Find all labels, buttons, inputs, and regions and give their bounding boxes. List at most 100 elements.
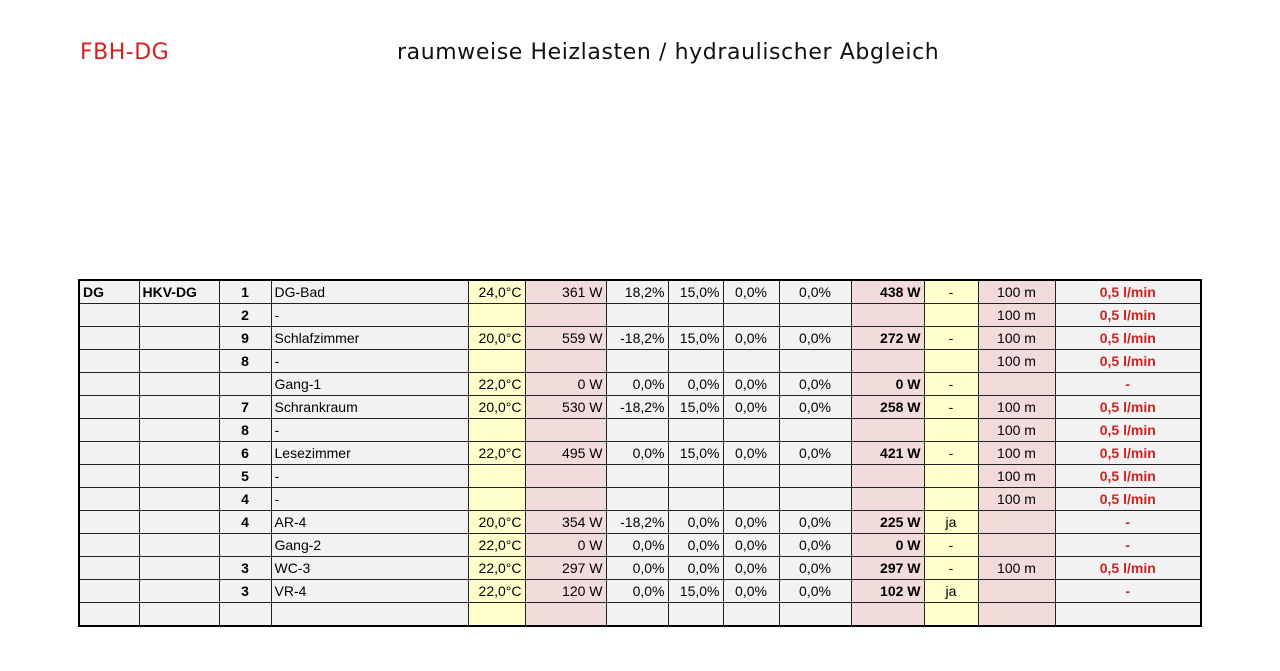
flag-cell: - bbox=[923, 556, 979, 580]
circuit-number-cell bbox=[218, 533, 272, 557]
circuit-number-cell: 3 bbox=[218, 579, 272, 603]
heat-load-cell: 495 W bbox=[524, 441, 607, 465]
room-name-cell: WC-3 bbox=[270, 556, 469, 580]
hkv-cell bbox=[138, 510, 220, 534]
circuit-number-cell: 5 bbox=[218, 464, 272, 488]
total-load-cell bbox=[850, 349, 925, 373]
total-load-cell: 421 W bbox=[850, 441, 925, 465]
flow-rate-cell: 0,5 l/min bbox=[1054, 418, 1202, 442]
circuit-number-cell: 4 bbox=[218, 510, 272, 534]
floor-cell bbox=[78, 418, 140, 442]
hkv-cell bbox=[138, 326, 220, 350]
table-row: 9 Schlafzimmer 20,0°C 559 W -18,2% 15,0% 0,0% 0… bbox=[78, 326, 1202, 350]
floor-cell bbox=[78, 303, 140, 327]
percent-4-cell: 0,0% bbox=[778, 326, 852, 350]
room-temperature-cell bbox=[467, 303, 526, 327]
table-row: 8- 100 m 0,5 l/min bbox=[78, 349, 1202, 373]
floor-cell bbox=[78, 510, 140, 534]
percent-4-cell: 0,0% bbox=[778, 441, 852, 465]
percent-2-cell: 15,0% bbox=[667, 279, 724, 304]
table-row: 7 Schrankraum 20,0°C 530 W -18,2% 15,0% 0,0% 0,… bbox=[78, 395, 1202, 419]
total-load-cell bbox=[850, 464, 925, 488]
percent-2-cell bbox=[667, 418, 724, 442]
percent-4-cell: 0,0% bbox=[778, 279, 852, 304]
table-row: 5- 100 m 0,5 l/min bbox=[78, 464, 1202, 488]
room-temperature-cell: 22,0°C bbox=[467, 579, 526, 603]
heat-load-cell bbox=[524, 464, 607, 488]
percent-2-cell: 0,0% bbox=[667, 556, 724, 580]
flag-cell bbox=[923, 418, 979, 442]
room-name-cell: AR-4 bbox=[270, 510, 469, 534]
hkv-cell bbox=[138, 418, 220, 442]
percent-3-cell: 0,0% bbox=[722, 556, 780, 580]
percent-2-cell: 15,0% bbox=[667, 395, 724, 419]
flow-rate-cell: - bbox=[1054, 510, 1202, 534]
flow-rate-cell: 0,5 l/min bbox=[1054, 279, 1202, 304]
circuit-number-cell bbox=[218, 602, 272, 627]
hkv-cell bbox=[138, 464, 220, 488]
room-temperature-cell bbox=[467, 418, 526, 442]
table-row: 4- 100 m 0,5 l/min bbox=[78, 487, 1202, 511]
circuit-number-cell: 2 bbox=[218, 303, 272, 327]
table-row: 6 Lesezimmer 22,0°C 495 W 0,0% 15,0% 0,0% 0,0% 4… bbox=[78, 441, 1202, 465]
percent-4-cell bbox=[778, 602, 852, 627]
floor-cell bbox=[78, 556, 140, 580]
total-load-cell: 438 W bbox=[850, 279, 925, 304]
percent-1-cell bbox=[605, 602, 669, 627]
percent-1-cell bbox=[605, 464, 669, 488]
percent-1-cell: -18,2% bbox=[605, 510, 669, 534]
room-temperature-cell bbox=[467, 464, 526, 488]
percent-3-cell: 0,0% bbox=[722, 533, 780, 557]
table-row: DG HKV-DG 1 DG-Bad 24,0°C 361 W 18,2% 15,0% 0,0%… bbox=[78, 279, 1202, 304]
floor-cell bbox=[78, 464, 140, 488]
percent-4-cell bbox=[778, 303, 852, 327]
room-name-cell: Schrankraum bbox=[270, 395, 469, 419]
percent-1-cell: 0,0% bbox=[605, 556, 669, 580]
percent-3-cell: 0,0% bbox=[722, 395, 780, 419]
circuit-number-cell: 4 bbox=[218, 487, 272, 511]
room-name-cell: Gang-2 bbox=[270, 533, 469, 557]
pipe-length-cell: 100 m bbox=[977, 487, 1056, 511]
pipe-length-cell: 100 m bbox=[977, 395, 1056, 419]
flag-cell: - bbox=[923, 372, 979, 396]
circuit-number-cell: 6 bbox=[218, 441, 272, 465]
floor-cell bbox=[78, 487, 140, 511]
percent-2-cell bbox=[667, 487, 724, 511]
total-load-cell bbox=[850, 602, 925, 627]
pipe-length-cell bbox=[977, 602, 1056, 627]
hkv-cell bbox=[138, 349, 220, 373]
percent-2-cell: 0,0% bbox=[667, 510, 724, 534]
percent-3-cell: 0,0% bbox=[722, 372, 780, 396]
percent-2-cell: 15,0% bbox=[667, 326, 724, 350]
heat-load-cell bbox=[524, 349, 607, 373]
heat-load-cell: 297 W bbox=[524, 556, 607, 580]
percent-3-cell bbox=[722, 418, 780, 442]
percent-3-cell: 0,0% bbox=[722, 441, 780, 465]
heat-load-cell: 361 W bbox=[524, 279, 607, 304]
room-temperature-cell bbox=[467, 602, 526, 627]
room-name-cell: - bbox=[270, 303, 469, 327]
hkv-cell bbox=[138, 372, 220, 396]
room-name-cell: Gang-1 bbox=[270, 372, 469, 396]
flow-rate-cell: 0,5 l/min bbox=[1054, 303, 1202, 327]
total-load-cell bbox=[850, 487, 925, 511]
circuit-number-cell: 1 bbox=[218, 279, 272, 304]
room-name-cell: - bbox=[270, 349, 469, 373]
percent-3-cell: 0,0% bbox=[722, 510, 780, 534]
pipe-length-cell: 100 m bbox=[977, 556, 1056, 580]
percent-1-cell: -18,2% bbox=[605, 326, 669, 350]
circuit-number-cell: 8 bbox=[218, 349, 272, 373]
percent-3-cell bbox=[722, 349, 780, 373]
percent-2-cell: 0,0% bbox=[667, 372, 724, 396]
percent-2-cell bbox=[667, 349, 724, 373]
circuit-number-cell: 3 bbox=[218, 556, 272, 580]
flow-rate-cell: - bbox=[1054, 533, 1202, 557]
flag-cell bbox=[923, 349, 979, 373]
table-row: 8- 100 m 0,5 l/min bbox=[78, 418, 1202, 442]
percent-3-cell bbox=[722, 464, 780, 488]
percent-1-cell: 0,0% bbox=[605, 579, 669, 603]
percent-4-cell bbox=[778, 464, 852, 488]
floor-cell bbox=[78, 533, 140, 557]
percent-2-cell: 15,0% bbox=[667, 579, 724, 603]
